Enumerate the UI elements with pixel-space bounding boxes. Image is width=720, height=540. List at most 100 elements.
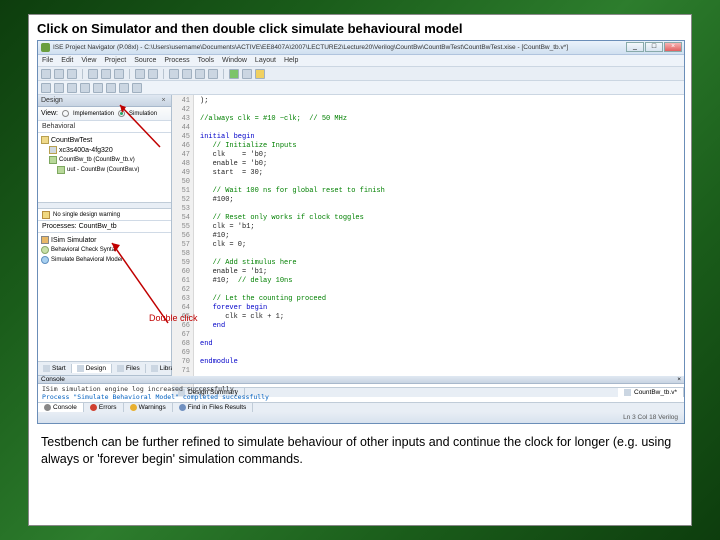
title-text: ISE Project Navigator (P.08xl) - C:\User…	[53, 44, 568, 51]
save-icon[interactable]	[67, 69, 77, 79]
minimize-button[interactable]: _	[626, 42, 644, 52]
radio-simulation[interactable]	[118, 110, 125, 117]
hierarchy-dropdown[interactable]: Behavioral	[38, 121, 171, 133]
pane-close-icon[interactable]: ×	[159, 96, 168, 105]
tree-device[interactable]: xc3s400a-4fg320	[41, 145, 168, 155]
ed-icon[interactable]	[119, 83, 129, 93]
menubar: File Edit View Project Source Process To…	[38, 55, 684, 67]
run-icon[interactable]	[229, 69, 239, 79]
process-isim[interactable]: ISim Simulator	[41, 235, 168, 245]
body-area: Design × View: Implementation Simulation…	[38, 95, 684, 375]
console-body: ISim simulation engine log increased suc…	[38, 384, 684, 402]
ed-icon[interactable]	[54, 83, 64, 93]
toolbar-sep	[129, 69, 130, 79]
toolbar-main	[38, 67, 684, 81]
process-simulate-behavioral[interactable]: Simulate Behavioral Model	[41, 255, 168, 265]
instruction-text: Click on Simulator and then double click…	[37, 21, 683, 36]
code-editor[interactable]: 41 42 43 44 45 46 47 48 49 50 51 52 53 5…	[172, 95, 684, 387]
redo-icon[interactable]	[148, 69, 158, 79]
copy-icon[interactable]	[101, 69, 111, 79]
tree-project[interactable]: CountBwTest	[41, 135, 168, 145]
tab-start[interactable]: Start	[38, 364, 72, 373]
menu-file[interactable]: File	[42, 57, 53, 64]
maximize-button[interactable]: □	[645, 42, 663, 52]
menu-project[interactable]: Project	[104, 57, 126, 64]
process-label: Simulate Behavioral Model	[51, 257, 122, 263]
menu-process[interactable]: Process	[164, 57, 189, 64]
ed-icon[interactable]	[80, 83, 90, 93]
console-icon	[44, 404, 51, 411]
menu-help[interactable]: Help	[284, 57, 298, 64]
project-icon	[41, 136, 49, 144]
menu-layout[interactable]: Layout	[255, 57, 276, 64]
design-pane-title: Design	[41, 97, 63, 104]
radio-implementation[interactable]	[62, 110, 69, 117]
files-icon	[117, 365, 124, 372]
tab-errors[interactable]: Errors	[84, 403, 124, 412]
module-icon	[49, 156, 57, 164]
app-icon	[41, 43, 50, 52]
footer-text: Testbench can be further refined to simu…	[37, 434, 683, 468]
menu-tools[interactable]: Tools	[198, 57, 214, 64]
undo-icon[interactable]	[135, 69, 145, 79]
ed-icon[interactable]	[93, 83, 103, 93]
error-icon	[90, 404, 97, 411]
titlebar: ISE Project Navigator (P.08xl) - C:\User…	[38, 41, 684, 55]
cursor-position: Ln 3 Col 18 Verilog	[623, 414, 678, 421]
ed-icon[interactable]	[67, 83, 77, 93]
tab-files[interactable]: Files	[112, 364, 146, 373]
tab-console[interactable]: Console	[38, 403, 84, 412]
tree-uut[interactable]: uut - CountBw (CountBw.v)	[41, 165, 168, 175]
open-icon[interactable]	[54, 69, 64, 79]
ed-icon[interactable]	[132, 83, 142, 93]
help-icon[interactable]	[255, 69, 265, 79]
menu-window[interactable]: Window	[222, 57, 247, 64]
window-controls: _ □ ×	[626, 42, 682, 52]
tree-testbench[interactable]: CountBw_tb (CountBw_tb.v)	[41, 155, 168, 165]
find-icon	[179, 404, 186, 411]
no-warning-label: No single design warning	[53, 212, 120, 218]
tab-design[interactable]: Design	[72, 364, 112, 373]
tab-label: Find in Files Results	[188, 404, 247, 411]
menu-view[interactable]: View	[81, 57, 96, 64]
warn-icon	[42, 211, 50, 219]
slide-frame: Click on Simulator and then double click…	[28, 14, 692, 526]
tool-icon[interactable]	[182, 69, 192, 79]
console-tabs: Console Errors Warnings Find in Files Re…	[38, 402, 684, 412]
left-pane-tabs: Start Design Files Libraries	[38, 361, 171, 375]
module-icon	[57, 166, 65, 174]
tab-find-results[interactable]: Find in Files Results	[173, 403, 254, 412]
toolbar-sep	[223, 69, 224, 79]
hierarchy-tree: CountBwTest xc3s400a-4fg320 CountBw_tb (…	[38, 133, 171, 203]
console-line: Process "Simulate Behavioral Model" comp…	[42, 393, 680, 401]
paste-icon[interactable]	[114, 69, 124, 79]
tool-icon[interactable]	[208, 69, 218, 79]
design-pane-header: Design ×	[38, 95, 171, 107]
ed-icon[interactable]	[41, 83, 51, 93]
menu-edit[interactable]: Edit	[61, 57, 73, 64]
process-label: Behavioral Check Syntax	[51, 247, 118, 253]
double-click-label: Double click	[149, 313, 198, 323]
console-line: ISim simulation engine log increased suc…	[42, 385, 680, 393]
no-warning-row: No single design warning	[38, 209, 171, 221]
start-icon	[43, 365, 50, 372]
process-check-syntax[interactable]: Behavioral Check Syntax	[41, 245, 168, 255]
tree-label: uut - CountBw (CountBw.v)	[67, 167, 139, 173]
isim-icon	[41, 236, 49, 244]
console-title: Console	[41, 376, 65, 383]
console-close-icon[interactable]: ×	[677, 376, 681, 383]
tab-label: Warnings	[139, 404, 166, 411]
design-pane: Design × View: Implementation Simulation…	[38, 95, 172, 375]
tool-icon[interactable]	[195, 69, 205, 79]
editor-wrap: 41 42 43 44 45 46 47 48 49 50 51 52 53 5…	[172, 95, 684, 375]
tool-icon[interactable]	[242, 69, 252, 79]
new-icon[interactable]	[41, 69, 51, 79]
menu-source[interactable]: Source	[134, 57, 156, 64]
chip-icon	[49, 146, 57, 154]
sim-label: Simulation	[129, 111, 157, 117]
ed-icon[interactable]	[106, 83, 116, 93]
tab-warnings[interactable]: Warnings	[124, 403, 173, 412]
cut-icon[interactable]	[88, 69, 98, 79]
find-icon[interactable]	[169, 69, 179, 79]
close-button[interactable]: ×	[664, 42, 682, 52]
